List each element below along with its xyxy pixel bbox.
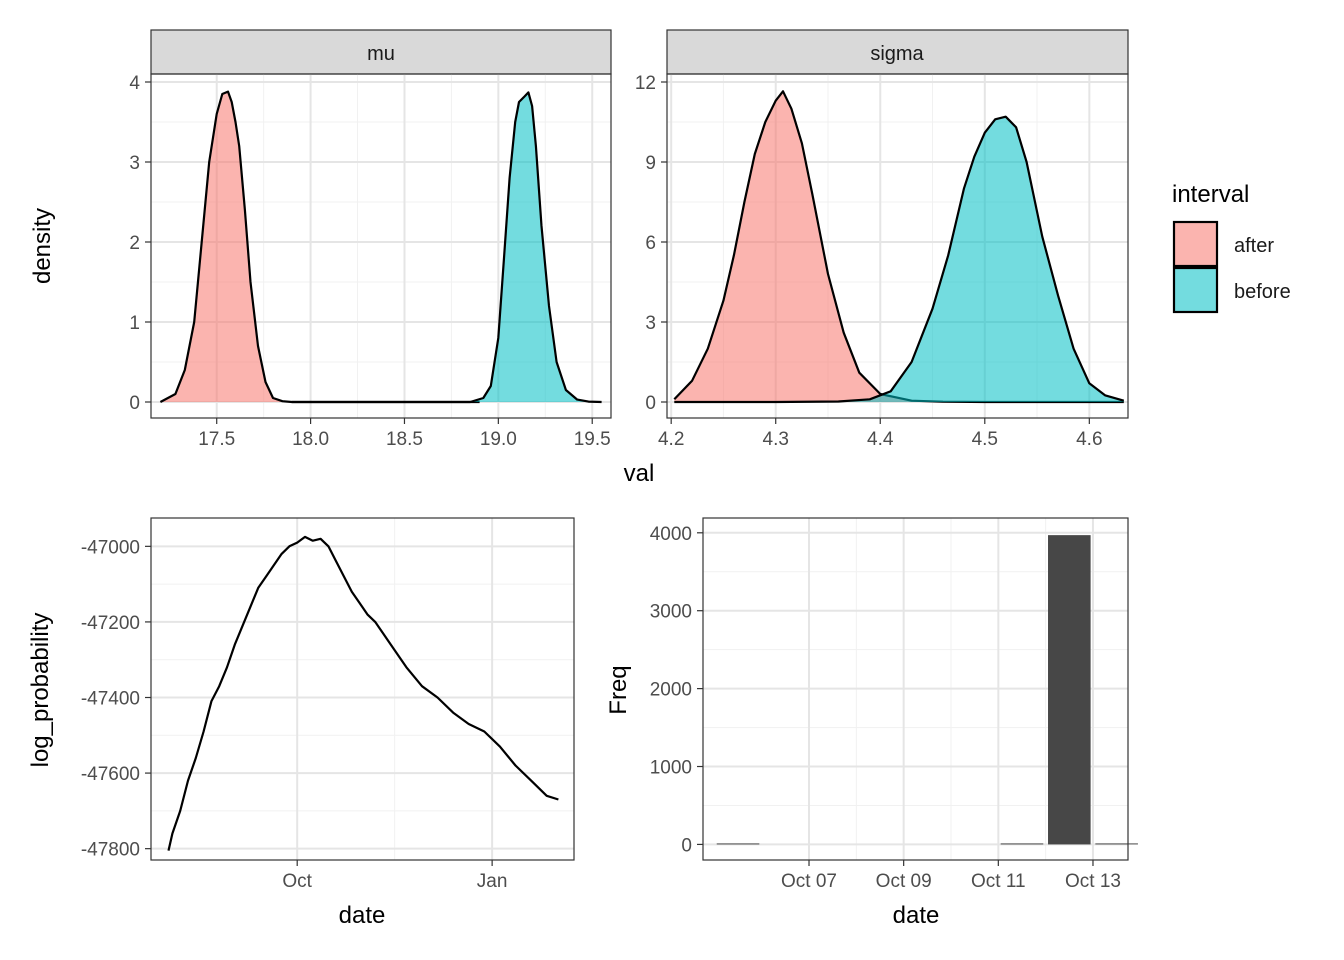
sigma-outline-before [674, 115, 1125, 404]
fq-y-tick-label-0: 0 [681, 835, 692, 856]
lp-x-tick-label-0: Oct [282, 871, 312, 892]
sigma-x-tick-label-4: 4.6 [1076, 429, 1102, 450]
freq-y-axis-title: Freq [605, 665, 632, 714]
log-probability-x-axis-title: date [339, 902, 386, 929]
lp-y-tick-label-4: -47800 [81, 840, 140, 861]
freq-axes: Oct 07 Oct 09 Oct 11 Oct 13 0 1000 2000 3000 400… [650, 524, 1121, 892]
fq-y-tick-label-3: 3000 [650, 602, 692, 623]
sigma-y-tick-label-1: 3 [645, 313, 656, 334]
mu-y-tick-label-4: 4 [129, 73, 140, 94]
freq-x-axis-title: date [893, 902, 940, 929]
mu-x-tick-label-0: 17.5 [198, 429, 235, 450]
fq-y-tick-label-4: 4000 [650, 524, 692, 545]
log-probability-panel: Oct Jan -47000 -47200 -47400 -47600 -47800 dat… [27, 517, 575, 929]
log-probability-grid [151, 518, 574, 860]
sigma-density-series [673, 90, 1125, 404]
legend-label-after: after [1234, 235, 1274, 257]
legend-entries: after before [1172, 220, 1291, 314]
sigma-x-tick-label-0: 4.2 [658, 429, 684, 450]
log-probability-line-0 [167, 535, 559, 851]
mu-y-tick-label-0: 0 [129, 393, 140, 414]
sigma-axes: 4.2 4.3 4.4 4.5 4.6 0 3 6 9 12 [635, 73, 1103, 450]
mu-axes: 17.5 18.0 18.5 19.0 19.5 0 1 2 3 4 [129, 73, 610, 450]
sigma-y-tick-label-2: 6 [645, 233, 656, 254]
log-probability-axes: Oct Jan -47000 -47200 -47400 -47600 -47800 [81, 537, 508, 892]
freq-bars [716, 535, 1138, 845]
legend-label-before: before [1234, 281, 1291, 303]
facet-strip-sigma [666, 29, 1129, 75]
mu-x-tick-label-2: 18.5 [386, 429, 423, 450]
sigma-x-tick-label-2: 4.4 [867, 429, 894, 450]
facet-panel-mu: mu 17.5 18.0 18.5 19.0 19.5 0 1 2 3 4 [129, 29, 612, 450]
fq-y-tick-label-1: 1000 [650, 758, 692, 779]
fq-x-tick-label-1: Oct 09 [876, 871, 932, 892]
fq-x-tick-label-3: Oct 13 [1065, 871, 1121, 892]
sigma-area-after [674, 91, 1124, 403]
density-y-axis-title: density [29, 208, 56, 284]
facet-strip-label-mu: mu [367, 43, 395, 65]
legend-key-before [1172, 266, 1219, 314]
sigma-y-tick-label-0: 0 [645, 393, 656, 414]
sigma-y-tick-label-3: 9 [645, 153, 656, 174]
mu-outline-after [159, 90, 480, 404]
fq-y-tick-label-2: 2000 [650, 680, 692, 701]
sigma-y-tick-label-4: 12 [635, 73, 656, 94]
freq-bar-Oct-11 [1000, 843, 1044, 845]
freq-panel: Oct 07 Oct 09 Oct 11 Oct 13 0 1000 2000 3000 400… [605, 517, 1138, 929]
log-probability-y-axis-title: log_probability [27, 613, 54, 768]
mu-outline-before [291, 91, 602, 404]
lp-x-tick-label-1: Jan [477, 871, 508, 892]
mu-y-tick-label-3: 3 [129, 153, 140, 174]
sigma-x-tick-label-3: 4.5 [972, 429, 998, 450]
freq-bar-Oct-13 [1095, 843, 1138, 845]
mu-density-series [159, 90, 602, 404]
fq-x-tick-label-0: Oct 07 [781, 871, 837, 892]
mu-y-tick-label-1: 1 [129, 313, 140, 334]
sigma-x-tick-label-1: 4.3 [763, 429, 789, 450]
legend: interval after before [1172, 181, 1291, 314]
mu-y-tick-label-2: 2 [129, 233, 140, 254]
facet-strip-mu [150, 29, 612, 75]
lp-y-tick-label-1: -47200 [81, 613, 140, 634]
mu-panel-border [150, 73, 612, 419]
log-probability-panel-border [150, 517, 575, 861]
fq-x-tick-label-2: Oct 11 [971, 871, 1026, 892]
freq-bar-Oct-05 [716, 843, 760, 845]
freq-bar-Oct-12 [1048, 535, 1091, 845]
mu-x-tick-label-3: 19.0 [480, 429, 517, 450]
lp-y-tick-label-2: -47400 [81, 689, 140, 710]
sigma-panel-border [666, 73, 1129, 419]
mu-x-tick-label-4: 19.5 [574, 429, 611, 450]
facet-panel-sigma: sigma 4.2 4.3 4.4 4.5 4.6 0 3 6 9 12 [635, 29, 1129, 450]
lp-y-tick-label-0: -47000 [81, 537, 140, 558]
sigma-area-before [674, 116, 1124, 402]
lp-y-tick-label-3: -47600 [81, 764, 140, 785]
facet-strip-label-sigma: sigma [870, 43, 924, 65]
density-x-axis-title: val [624, 460, 655, 487]
legend-title: interval [1172, 181, 1249, 208]
legend-key-after [1172, 220, 1219, 268]
mu-area-before [291, 92, 602, 403]
mu-x-tick-label-1: 18.0 [292, 429, 329, 450]
log-probability-series [167, 535, 559, 851]
